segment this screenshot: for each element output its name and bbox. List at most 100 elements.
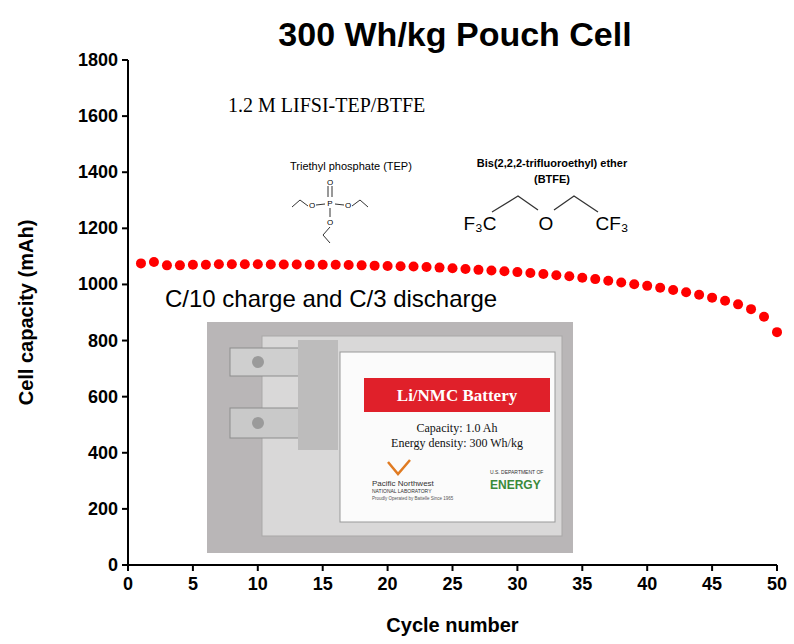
photo-text: ENERGY: [490, 478, 541, 492]
bond: [492, 196, 538, 212]
x-tick-label: 0: [123, 574, 133, 594]
photo-text: Capacity: 1.0 Ah: [417, 421, 498, 435]
x-axis-title: Cycle number: [386, 614, 518, 636]
data-point: [318, 260, 328, 270]
data-point: [201, 260, 211, 270]
data-point: [435, 263, 445, 273]
seal: [298, 340, 338, 450]
pouch: [262, 336, 562, 536]
y-tick: [122, 340, 128, 342]
x-tick: [581, 565, 583, 571]
molecule-name: Bis(2,2,2-trifluoroethyl) ether: [477, 157, 628, 169]
y-tick: [122, 508, 128, 510]
data-point: [668, 285, 678, 295]
x-tick-label: 45: [702, 574, 722, 594]
photo-text: Pacific Northwest: [372, 479, 435, 488]
data-point: [486, 265, 496, 275]
label: [340, 352, 555, 522]
y-tick-label: 800: [88, 331, 118, 351]
data-point: [214, 259, 224, 269]
atom: O: [327, 218, 333, 227]
data-point: [499, 266, 509, 276]
y-tick-label: 600: [88, 387, 118, 407]
bond: [328, 186, 329, 197]
btfe-structure: [492, 196, 598, 212]
x-tick-label: 20: [378, 574, 398, 594]
cell-photo: Li/NMC Battery Capacity: 1.0 AhEnergy den…: [207, 322, 573, 553]
data-point: [305, 260, 315, 270]
atom: CF₃: [595, 213, 628, 234]
y-tick: [122, 396, 128, 398]
bond: [330, 208, 331, 217]
data-point: [759, 312, 769, 322]
data-point: [746, 304, 756, 314]
bond: [332, 186, 333, 197]
x-tick-label: 10: [248, 574, 268, 594]
data-point: [512, 267, 522, 277]
x-tick: [646, 565, 648, 571]
y-tick: [122, 283, 128, 285]
bond: [352, 200, 368, 207]
data-point: [331, 260, 341, 270]
tab: [230, 348, 300, 376]
tab: [230, 408, 300, 438]
data-point: [460, 264, 470, 274]
data-point: [551, 270, 561, 280]
data-point: [577, 273, 587, 283]
y-tick: [122, 59, 128, 61]
data-point: [357, 260, 367, 270]
photo-text: Energy density: 300 Wh/kg: [391, 436, 523, 450]
x-tick: [192, 565, 194, 571]
data-point: [292, 260, 302, 270]
data-point: [227, 259, 237, 269]
data-point: [629, 279, 639, 289]
data-point: [266, 260, 276, 270]
y-tick: [122, 115, 128, 117]
y-tick-label: 400: [88, 443, 118, 463]
molecule-name: Triethyl phosphate (TEP): [290, 160, 412, 172]
data-point: [720, 296, 730, 306]
data-point: [279, 260, 289, 270]
data-point: [525, 268, 535, 278]
photo-text: U.S. DEPARTMENT OF: [490, 469, 543, 475]
x-tick: [127, 565, 129, 571]
data-point: [409, 261, 419, 271]
atom: O: [309, 201, 315, 210]
photo-text: NATIONAL LABORATORY: [372, 488, 432, 494]
atom: F₃C: [463, 213, 496, 234]
data-point: [448, 263, 458, 273]
data-point: [655, 283, 665, 293]
data-point: [538, 269, 548, 279]
photo-background: [207, 322, 573, 553]
title: 300 Wh/kg Pouch Cell: [278, 15, 631, 53]
x-tick: [452, 565, 454, 571]
data-point: [694, 290, 704, 300]
x-tick-label: 40: [637, 574, 657, 594]
data-point: [175, 260, 185, 270]
bond: [335, 204, 344, 205]
x-tick: [387, 565, 389, 571]
logo-mark: [388, 460, 410, 474]
y-axis-title: Cell capacity (mAh): [15, 220, 37, 406]
tab-hole: [252, 417, 264, 429]
data-point: [473, 265, 483, 275]
data-point: [616, 277, 626, 287]
data-point: [383, 261, 393, 271]
data-point: [136, 258, 146, 268]
data-point: [188, 260, 198, 270]
x-tick: [257, 565, 259, 571]
photo-text: Li/NMC Battery: [397, 386, 518, 405]
data-point: [162, 260, 172, 270]
data-point: [344, 260, 354, 270]
bond: [323, 227, 330, 243]
x-tick-label: 15: [313, 574, 333, 594]
x-tick-label: 25: [442, 574, 462, 594]
y-tick: [122, 171, 128, 173]
data-point: [253, 259, 263, 269]
bond: [292, 200, 308, 207]
data-point: [707, 293, 717, 303]
x-tick: [776, 565, 778, 571]
y-tick-label: 0: [108, 555, 118, 575]
chart: 300 Wh/kg Pouch Cell1.2 M LIFSI-TEP/BTFE…: [0, 0, 794, 644]
x-tick: [711, 565, 713, 571]
